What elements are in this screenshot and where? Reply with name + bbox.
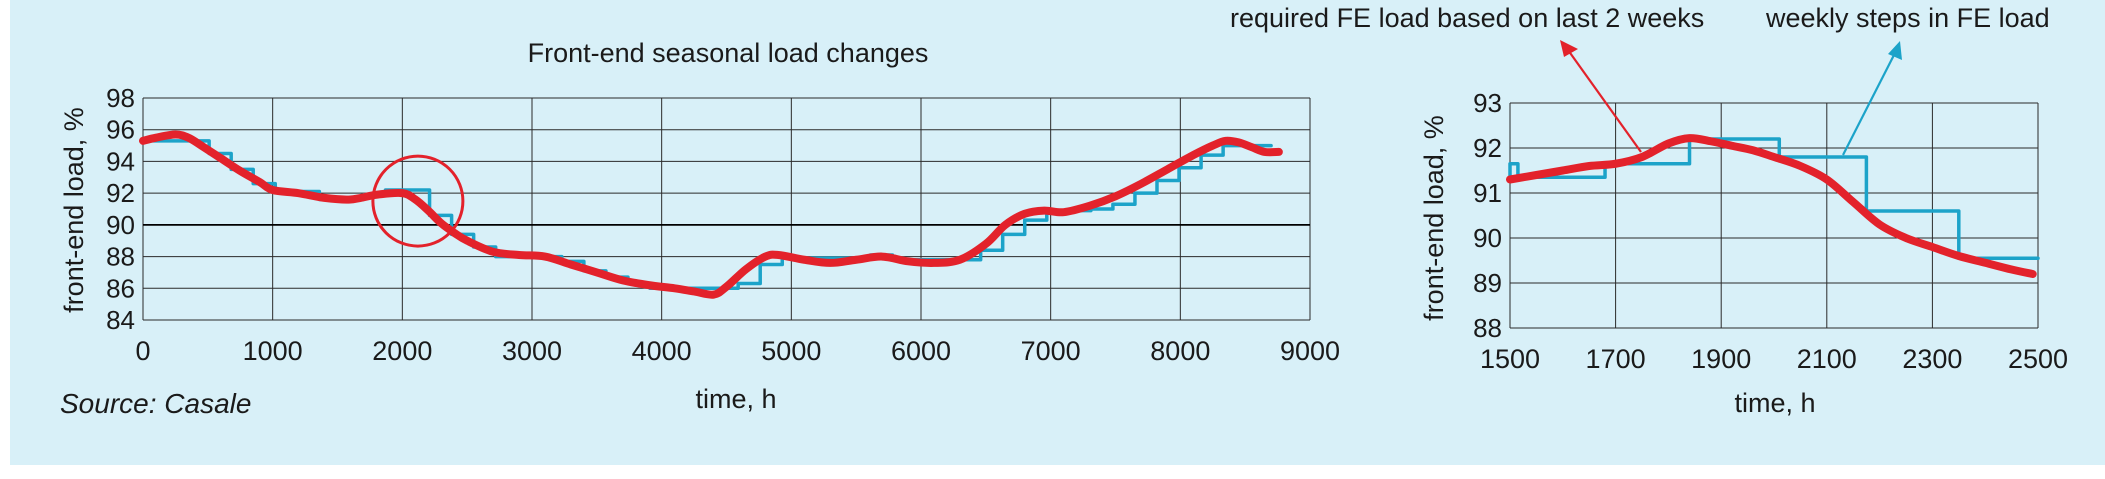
y-tick-label: 92 bbox=[1473, 133, 1502, 163]
right-xlabel: time, h bbox=[1734, 388, 1815, 418]
y-tick-label: 89 bbox=[1473, 268, 1502, 298]
x-tick-label: 2100 bbox=[1797, 344, 1857, 374]
y-tick-label: 93 bbox=[1473, 88, 1502, 118]
x-tick-label: 2300 bbox=[1902, 344, 1962, 374]
seasonal-load-chart: Front-end seasonal load changes 0 1000 200… bbox=[59, 38, 1340, 414]
y-tick-label: 96 bbox=[106, 115, 135, 145]
right-ticks: 1500 1700 1900 2100 2300 2500 88 89 90 91 92 93 bbox=[1473, 88, 2068, 374]
zoom-load-chart: 1500 1700 1900 2100 2300 2500 88 89 90 91 92 93 tim… bbox=[1419, 88, 2068, 418]
y-tick-label: 98 bbox=[106, 83, 135, 113]
x-tick-label: 6000 bbox=[891, 336, 951, 366]
arrow-required-head bbox=[1560, 40, 1578, 57]
y-tick-label: 86 bbox=[106, 273, 135, 303]
annotation-weekly: weekly steps in FE load bbox=[1765, 3, 2050, 33]
right-ylabel: front-end load, % bbox=[1419, 115, 1449, 321]
y-tick-label: 92 bbox=[106, 178, 135, 208]
x-tick-label: 9000 bbox=[1280, 336, 1340, 366]
y-tick-label: 90 bbox=[106, 210, 135, 240]
x-tick-label: 1900 bbox=[1691, 344, 1751, 374]
right-grid bbox=[1509, 102, 2039, 329]
left-grid bbox=[142, 97, 1311, 321]
arrow-weekly-head bbox=[1888, 41, 1902, 60]
x-tick-label: 4000 bbox=[632, 336, 692, 366]
figure-background bbox=[10, 0, 2105, 465]
x-tick-label: 1500 bbox=[1480, 344, 1540, 374]
x-tick-label: 7000 bbox=[1021, 336, 1081, 366]
x-tick-label: 8000 bbox=[1150, 336, 1210, 366]
x-tick-label: 5000 bbox=[761, 336, 821, 366]
left-xlabel: time, h bbox=[695, 384, 776, 414]
arrow-required-shaft bbox=[1567, 49, 1642, 153]
arrow-weekly-shaft bbox=[1842, 52, 1896, 156]
y-tick-label: 88 bbox=[1473, 313, 1502, 343]
x-tick-label: 2000 bbox=[372, 336, 432, 366]
left-chart-title: Front-end seasonal load changes bbox=[528, 38, 929, 68]
x-tick-label: 1700 bbox=[1586, 344, 1646, 374]
y-tick-label: 94 bbox=[106, 146, 135, 176]
source-note: Source: Casale bbox=[60, 388, 252, 419]
x-tick-label: 0 bbox=[135, 336, 150, 366]
x-tick-label: 3000 bbox=[502, 336, 562, 366]
x-tick-label: 2500 bbox=[2008, 344, 2068, 374]
annotations: required FE load based on last 2 weeks w… bbox=[1230, 3, 2050, 156]
y-tick-label: 90 bbox=[1473, 223, 1502, 253]
required-load-line bbox=[139, 130, 1283, 299]
right-series bbox=[1506, 134, 2040, 278]
y-tick-label: 84 bbox=[106, 305, 135, 335]
y-tick-label: 88 bbox=[106, 242, 135, 272]
highlight-circle bbox=[371, 154, 465, 248]
weekly-step-line bbox=[141, 139, 1273, 291]
y-tick-label: 91 bbox=[1473, 178, 1502, 208]
annotation-required: required FE load based on last 2 weeks bbox=[1230, 3, 1704, 33]
left-ylabel: front-end load, % bbox=[59, 107, 89, 313]
left-ticks: 0 1000 2000 3000 4000 5000 6000 7000 8000 9000848… bbox=[106, 83, 1340, 366]
required-load-line bbox=[1506, 134, 2037, 278]
left-series bbox=[139, 130, 1283, 299]
x-tick-label: 1000 bbox=[243, 336, 303, 366]
